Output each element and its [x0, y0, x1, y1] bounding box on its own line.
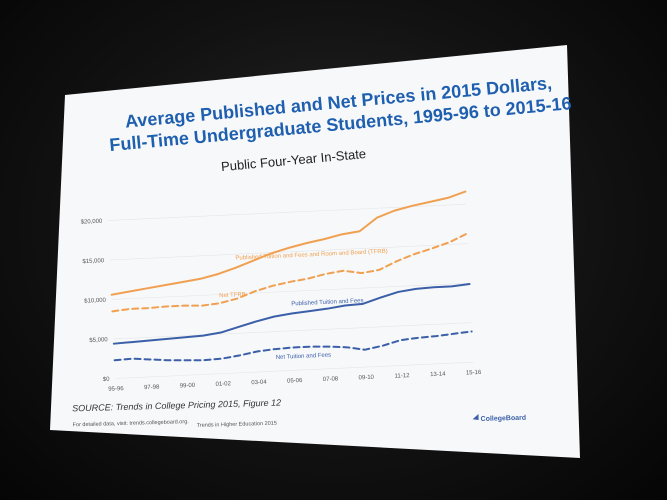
y-gridline [110, 243, 468, 261]
y-tick-label: $5,000 [89, 337, 108, 344]
y-tick-label: $0 [103, 377, 111, 383]
x-tick-label: 05-06 [287, 378, 303, 385]
y-gridline [115, 361, 474, 379]
x-tick-label: 09-10 [358, 375, 374, 382]
series-line-1 [110, 190, 467, 296]
footer-data-link: For detailed data, visit: trends.college… [73, 419, 190, 428]
y-tick-label: $15,000 [82, 258, 105, 265]
slide-surface [50, 45, 580, 458]
series-line-3 [112, 282, 471, 345]
x-tick-label: 15-16 [466, 370, 482, 377]
series-line-4 [113, 330, 473, 362]
footer-center-text: Trends in Higher Education 2015 [197, 421, 277, 429]
series-line-2 [111, 232, 469, 313]
series-label-4: Net Tuition and Fees [276, 353, 332, 362]
x-tick-label: 01-02 [215, 381, 231, 388]
footer-brand: CollegeBoard [481, 415, 527, 423]
x-tick-label: 99-00 [180, 383, 196, 390]
y-gridline [113, 322, 472, 340]
chart-plot-area: $0 $5,000 $10,000 $15,000 $20,000 95-96 97-98 9… [81, 190, 482, 393]
x-tick-label: 07-08 [323, 376, 339, 383]
y-tick-label: $10,000 [84, 298, 107, 305]
x-tick-label: 97-98 [144, 384, 160, 391]
series-label-2: Net TFRB [219, 292, 246, 299]
x-tick-label: 03-04 [251, 380, 267, 387]
collegeboard-logo-icon [472, 414, 479, 421]
y-tick-label: $20,000 [81, 219, 104, 226]
x-tick-label: 95-96 [108, 386, 124, 393]
x-tick-label: 11-12 [394, 373, 410, 380]
series-label-3: Published Tuition and Fees [291, 298, 364, 307]
x-tick-label: 13-14 [430, 371, 446, 378]
y-gridline [111, 282, 470, 300]
